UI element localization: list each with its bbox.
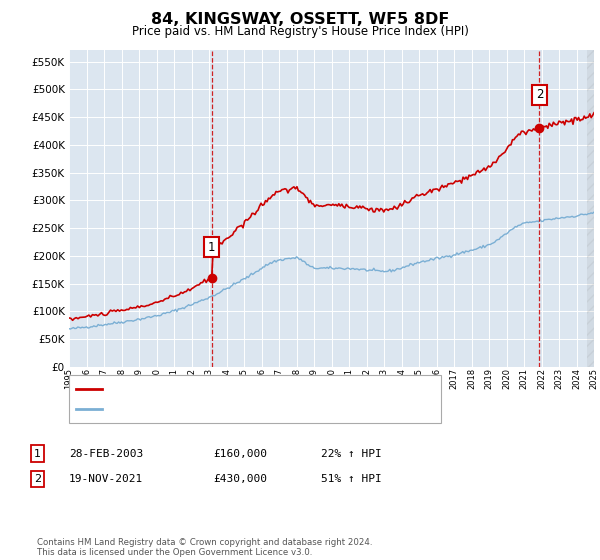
- Text: Price paid vs. HM Land Registry's House Price Index (HPI): Price paid vs. HM Land Registry's House …: [131, 25, 469, 38]
- Text: 22% ↑ HPI: 22% ↑ HPI: [321, 449, 382, 459]
- Text: £160,000: £160,000: [213, 449, 267, 459]
- Text: 84, KINGSWAY, OSSETT, WF5 8DF (detached house): 84, KINGSWAY, OSSETT, WF5 8DF (detached …: [107, 384, 376, 394]
- Text: 19-NOV-2021: 19-NOV-2021: [69, 474, 143, 484]
- Text: 2: 2: [536, 88, 543, 101]
- Text: Contains HM Land Registry data © Crown copyright and database right 2024.
This d: Contains HM Land Registry data © Crown c…: [37, 538, 373, 557]
- Text: 2: 2: [34, 474, 41, 484]
- Bar: [587, 50, 594, 367]
- Text: 28-FEB-2003: 28-FEB-2003: [69, 449, 143, 459]
- Text: 1: 1: [34, 449, 41, 459]
- Text: HPI: Average price, detached house, Wakefield: HPI: Average price, detached house, Wake…: [107, 404, 350, 414]
- Text: 1: 1: [208, 241, 215, 254]
- Text: 84, KINGSWAY, OSSETT, WF5 8DF: 84, KINGSWAY, OSSETT, WF5 8DF: [151, 12, 449, 27]
- Text: 51% ↑ HPI: 51% ↑ HPI: [321, 474, 382, 484]
- Text: £430,000: £430,000: [213, 474, 267, 484]
